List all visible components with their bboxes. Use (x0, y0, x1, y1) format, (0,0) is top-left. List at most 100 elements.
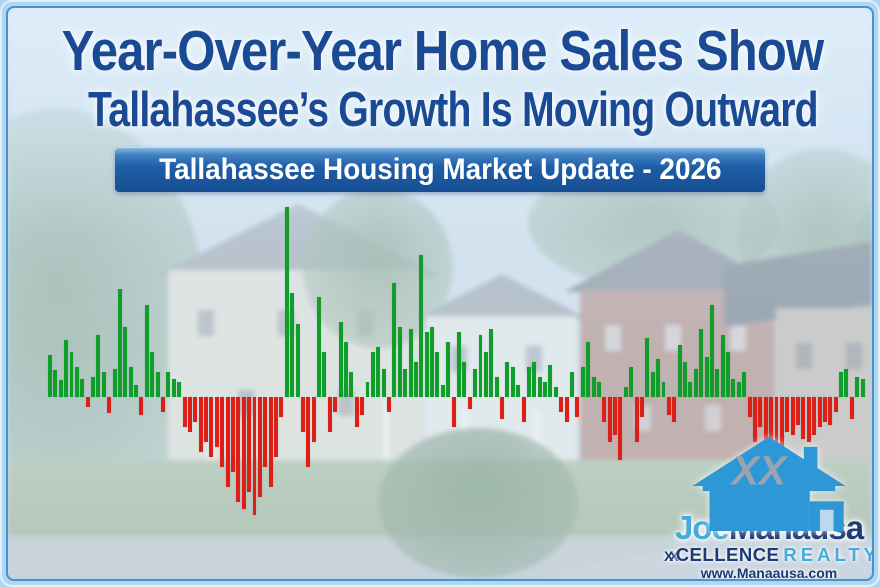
chart-bar (510, 367, 515, 397)
double-x-mark: XX (664, 548, 679, 565)
chart-bar (467, 397, 472, 409)
chart-bar (785, 397, 790, 432)
chart-bar (699, 329, 704, 397)
chart-bar (855, 377, 860, 397)
chart-bar (263, 397, 268, 467)
chart-bar (91, 377, 96, 397)
chart-bar (295, 324, 300, 397)
chart-bar (709, 305, 714, 397)
chart-bar (483, 352, 488, 397)
chart-bar (397, 327, 402, 397)
chart-bar (150, 352, 155, 397)
chart-bar (381, 369, 386, 397)
chart-bar (96, 335, 101, 397)
chart-bar (796, 397, 800, 425)
chart-bar (849, 397, 854, 419)
chart-bar (457, 332, 461, 397)
headline-line1: Year-Over-Year Home Sales Show (61, 19, 824, 83)
realty-text: REALTY (783, 544, 880, 566)
chart-bar (812, 397, 817, 435)
chart-bar (370, 352, 375, 397)
headline-line2: Tallahassee’s Growth Is Moving Outward (88, 83, 819, 137)
chart-bar (327, 397, 332, 432)
chart-bar (230, 397, 235, 472)
chart-bar (187, 397, 192, 432)
chart-bar (134, 385, 139, 397)
chart-bar (430, 327, 435, 397)
chart-bar (462, 362, 467, 397)
chart-bar (53, 370, 58, 397)
chart-bar (580, 367, 585, 397)
chart-bar (317, 297, 322, 397)
chart-bar (623, 387, 628, 397)
chart-bar (645, 338, 650, 397)
chart-bar (311, 397, 316, 442)
chart-bar (268, 397, 273, 487)
chart-bar (48, 355, 52, 397)
chart-bar (290, 293, 295, 397)
chart-bar (220, 397, 225, 467)
chart-bar (139, 397, 144, 415)
chart-bar (672, 397, 677, 422)
chart-bar (596, 382, 601, 397)
chart-bar (247, 397, 252, 492)
house-monogram: XX (730, 448, 789, 494)
chart-bar (338, 322, 343, 397)
chart-bar (123, 327, 128, 397)
chart-bar (473, 369, 478, 397)
chart-bar (376, 347, 381, 397)
chart-bar (236, 397, 241, 502)
chart-bar (688, 382, 693, 397)
chart-bar (64, 340, 69, 397)
banner-ribbon: Tallahassee Housing Market Update - 2026 (115, 147, 765, 192)
chart-bar (214, 397, 219, 447)
chart-bar (650, 372, 655, 397)
chart-bar (564, 397, 569, 422)
chart-bar (413, 362, 418, 397)
chart-bar (537, 377, 542, 397)
chart-bar (241, 397, 246, 509)
chart-bar (661, 382, 666, 397)
chart-bar (822, 397, 827, 422)
chart-bar (666, 397, 671, 415)
chart-bar (758, 397, 763, 427)
chart-bar (451, 397, 456, 427)
chart-bar (354, 397, 359, 427)
chart-bar (193, 397, 198, 422)
chart-bar (166, 372, 171, 397)
chart-bar (101, 372, 106, 397)
chart-bar (839, 372, 844, 397)
chart-bar (720, 335, 725, 397)
chart-bar (408, 329, 413, 397)
chart-bar (618, 397, 623, 460)
chart-bar (306, 397, 311, 467)
chart-bar (365, 382, 370, 397)
chart-bar (161, 397, 165, 412)
chart-bar (387, 397, 391, 412)
chart-bar (500, 397, 505, 419)
chart-bar (548, 365, 553, 397)
chart-bar (817, 397, 822, 427)
chart-bar (144, 305, 149, 397)
chart-bar (85, 397, 90, 407)
chart-bar (828, 397, 833, 425)
chart-bar (279, 397, 284, 417)
chart-bar (155, 372, 160, 397)
chart-bar (257, 397, 262, 497)
chart-bar (656, 359, 661, 397)
chart-bar (543, 382, 548, 397)
chart-bar (683, 362, 687, 397)
chart-bar (833, 397, 838, 412)
chart-bar (117, 289, 122, 397)
chart-bar (274, 397, 278, 457)
chart-bar (419, 255, 424, 397)
chart-bar (392, 283, 397, 397)
chart-bar (607, 397, 612, 442)
chart-bar (424, 332, 429, 397)
xcellence-realty: XXCELLENCE REALTY (664, 544, 876, 565)
chart-bar (322, 352, 327, 397)
website-url: www.Manaausa.com (700, 564, 838, 581)
chart-bar (300, 397, 305, 432)
chart-bar (182, 397, 187, 427)
